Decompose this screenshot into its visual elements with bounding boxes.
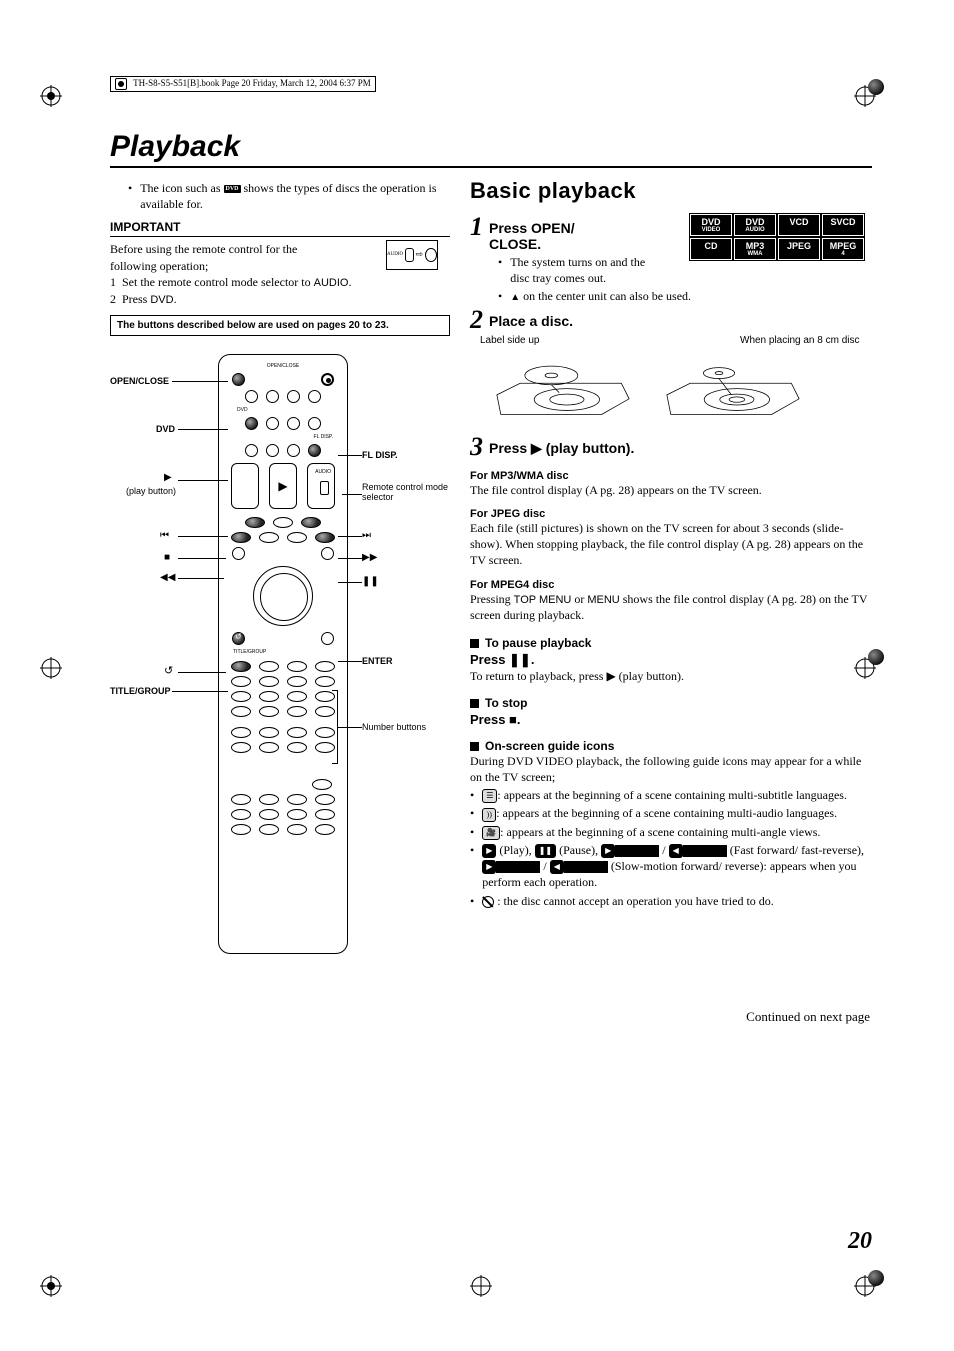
page-header: TH-S8-S5-S51[B].book Page 20 Friday, Mar… [110,76,376,92]
eight-cm: When placing an 8 cm disc [740,335,870,346]
step-3: 3 Press ▶ (play button). [470,434,870,460]
dvd-badge-icon: DVD [224,185,241,193]
cropmark-bottom-center-icon [470,1275,492,1297]
step1-bullet1: The system turns on and the disc tray co… [510,254,660,286]
disc-badge: MP3WMA [734,238,776,260]
important-body: Before using the remote control for the … [110,241,320,273]
disc-badge: JPEG [778,238,820,260]
mpeg4-heading: For MPEG4 disc [470,579,870,591]
label-title-group: TITLE/GROUP [110,686,171,696]
note-box: The buttons described below are used on … [110,315,450,336]
step1-bullet2: ▲ on the center unit can also be used. [510,288,691,305]
mp3-heading: For MP3/WMA disc [470,470,870,482]
disc-badge: DVDAUDIO [734,214,776,236]
remote-figure: OPEN/CLOSE DVD FL DISP. ▶ AUDIO [110,354,450,974]
guide-intro: During DVD VIDEO playback, the following… [470,753,870,785]
label-open-close: OPEN/CLOSE [110,376,169,386]
important-heading: IMPORTANT [110,220,450,237]
label-enter: ENTER [362,656,393,666]
jpeg-text: Each file (still pictures) is shown on t… [470,520,870,569]
important-step2: 2 Press DVD. [110,291,450,308]
label-fl-disp: FL DISP. [362,450,398,460]
label-play: (play button) [126,486,176,496]
jpeg-heading: For JPEG disc [470,508,870,520]
mode-selector-figure: AUDIO ⇨ [374,240,450,270]
guide-2: )): appears at the beginning of a scene … [470,805,870,821]
label-dvd: DVD [156,424,175,434]
guide-3: 🎥: appears at the beginning of a scene c… [470,824,870,840]
header-text: TH-S8-S5-S51[B].book Page 20 Friday, Mar… [133,78,371,88]
guide-4: ▶ (Play), ❚❚ (Pause), ▶ / ◀ (Fast forwar… [470,842,870,891]
continued: Continued on next page [470,1009,870,1025]
label-remote-mode: Remote control mode selector [362,482,452,502]
guide-5: : the disc cannot accept an operation yo… [470,893,870,909]
page-number: 20 [848,1228,872,1255]
label-number: Number buttons [362,722,426,732]
pause-heading: To pause playback [470,636,870,650]
step-1: 1 Press OPEN/ CLOSE. [470,214,684,252]
step-2: 2 Place a disc. [470,307,870,333]
cropmark-left-icon [40,657,62,679]
mpeg4-text: Pressing TOP MENU or MENU shows the file… [470,591,870,624]
tray-figures [488,356,870,426]
intro-line: The icon such as DVD shows the types of … [110,180,450,212]
prohibit-icon [482,896,494,908]
page-title: Playback [110,130,872,168]
guide-1: ☰: appears at the beginning of a scene c… [470,787,870,803]
label-side: Label side up [480,335,540,346]
disc-badge: SVCD [822,214,864,236]
stop-heading: To stop [470,696,870,710]
disc-badge: CD [690,238,732,260]
disc-badge: DVDVIDEO [690,214,732,236]
disc-badges: DVDVIDEODVDAUDIOVCDSVCD CDMP3WMAJPEGMPEG4 [690,214,870,260]
disc-badge: MPEG4 [822,238,864,260]
guide-heading: On-screen guide icons [470,739,870,753]
pause-press: Press ❚❚. [470,652,870,668]
important-step1: 1 Set the remote control mode selector t… [110,274,370,291]
stop-press: Press ■. [470,712,870,727]
disc-badge: VCD [778,214,820,236]
cropmark-top-left-icon [40,85,62,107]
corner-dot-icon [868,1270,884,1286]
section-title: Basic playback [470,178,870,204]
mp3-text: The file control display (A pg. 28) appe… [470,482,870,498]
cropmark-bottom-left-icon [40,1275,62,1297]
pause-text: To return to playback, press ▶ (play but… [470,668,870,684]
